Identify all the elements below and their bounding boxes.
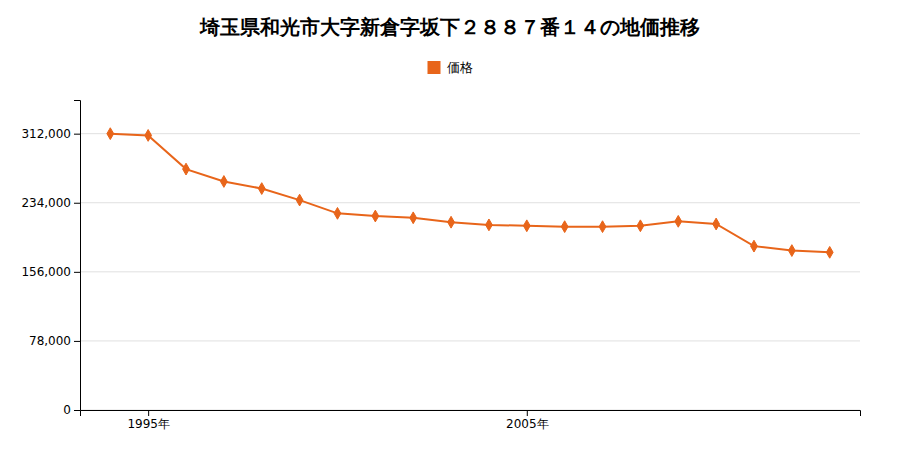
marker: [145, 130, 152, 142]
plot: 1995年 2005年 0 78,000 156,000 234,000 312,000: [21, 101, 860, 431]
marker: [107, 128, 114, 140]
marker: [486, 219, 493, 231]
y-tick: 78,000: [29, 334, 80, 348]
grid-line: [80, 271, 860, 272]
y-tick: 156,000: [21, 265, 80, 279]
marker: [713, 218, 720, 230]
x-tick-label: 2005年: [506, 417, 549, 431]
marker: [788, 245, 795, 257]
marker: [826, 246, 833, 258]
y-tick-label: 0: [63, 403, 71, 417]
y-tick-label: 234,000: [21, 196, 71, 210]
grid: [80, 134, 860, 410]
y-tick-mark: [74, 410, 80, 411]
line: [110, 134, 829, 253]
legend: 価格: [428, 60, 473, 75]
marker: [561, 221, 568, 233]
marker: [448, 216, 455, 228]
x-tick-mark: [527, 410, 528, 416]
x-tick: 1995年: [127, 410, 170, 431]
y-tick-label: 78,000: [29, 334, 71, 348]
y-tick-label: 312,000: [21, 127, 71, 141]
marker: [183, 163, 190, 175]
grid-line: [80, 202, 860, 203]
y-tick-mark: [74, 272, 80, 273]
marker: [258, 183, 265, 195]
x-tick: 2005年: [506, 410, 549, 431]
legend-label: 価格: [447, 60, 473, 75]
x-tick-label: 1995年: [127, 417, 170, 431]
grid-line: [80, 133, 860, 134]
legend-item: 価格: [428, 60, 473, 75]
marker: [296, 194, 303, 206]
marker: [220, 176, 227, 188]
marker: [523, 220, 530, 232]
grid-line: [80, 340, 860, 341]
marker: [334, 207, 341, 219]
y-tick: 0: [63, 403, 80, 417]
marker: [599, 221, 606, 233]
marker: [751, 240, 758, 252]
x-axis-line: [81, 411, 861, 417]
y-axis: 0 78,000 156,000 234,000 312,000: [21, 101, 80, 418]
y-tick-label: 156,000: [21, 265, 71, 279]
x-axis: 1995年 2005年: [81, 410, 861, 431]
y-tick-mark: [74, 134, 80, 135]
y-tick-mark: [74, 341, 80, 342]
y-tick: 312,000: [21, 127, 80, 141]
legend-swatch: [428, 61, 441, 74]
marker: [372, 210, 379, 222]
marks: [107, 128, 833, 258]
marker: [637, 220, 644, 232]
y-tick-mark: [74, 203, 80, 204]
title: 埼玉県和光市大字新倉字坂下２８８７番１４の地価推移: [199, 15, 700, 39]
x-tick-mark: [148, 410, 149, 416]
y-axis-line: [74, 101, 81, 411]
y-tick: 234,000: [21, 196, 80, 210]
marker: [410, 212, 417, 224]
chart: 埼玉県和光市大字新倉字坂下２８８７番１４の地価推移 1995年 2005年 0 78,0…: [0, 0, 900, 450]
marker: [675, 215, 682, 227]
